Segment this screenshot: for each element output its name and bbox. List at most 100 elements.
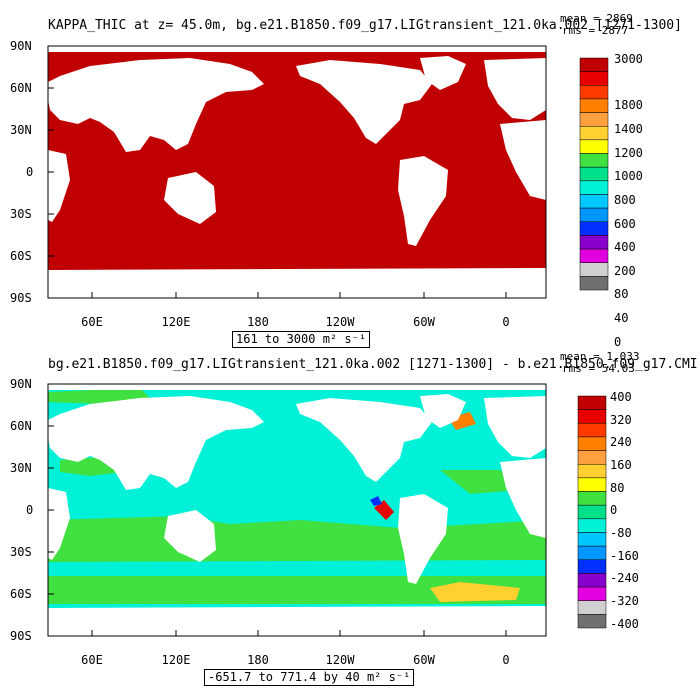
lat-label: 60N — [10, 81, 32, 95]
colorbar-label: 1200 — [614, 146, 643, 160]
panel1-lon-labels: 60E 120E 180 120W 60W 0 — [81, 315, 509, 329]
colorbar-label: 0 — [610, 503, 617, 517]
colorbar-label: 1800 — [614, 98, 643, 112]
colorbar-label: 400 — [610, 390, 632, 404]
lon-label: 60W — [413, 653, 435, 667]
panel1-rms: rms = 2877 — [562, 24, 629, 37]
panel2-colorbar-swatches — [577, 395, 607, 629]
lon-label: 60W — [413, 315, 435, 329]
colorbar-label: 80 — [610, 481, 624, 495]
lon-label: 120W — [326, 315, 356, 329]
colorbar-swatch — [577, 395, 607, 410]
colorbar-label: 400 — [614, 240, 636, 254]
colorbar-swatch — [579, 180, 609, 195]
panel1-lat-labels: 90N 60N 30N 0 30S 60S 90S — [10, 39, 33, 305]
lat-label: 30N — [10, 123, 32, 137]
colorbar-swatch — [579, 112, 609, 127]
colorbar-label: -80 — [610, 526, 632, 540]
panel2-colorbar-labels: 400 320 240 160 80 0 -80 -160 -240 -320 … — [610, 390, 639, 631]
panel1-title: KAPPA_THIC at z= 45.0m, bg.e21.B1850.f09… — [48, 18, 682, 33]
colorbar-label: -240 — [610, 571, 639, 585]
lat-label: 90S — [10, 629, 32, 643]
colorbar-swatch — [577, 532, 607, 547]
lat-label: 30S — [10, 545, 32, 559]
panel2-anomaly-patches — [48, 388, 546, 604]
lat-label: 0 — [26, 503, 33, 517]
panel1-colorbar-labels: 3000 1800 1400 1200 1000 800 600 400 200… — [614, 52, 643, 349]
colorbar-swatch — [579, 139, 609, 154]
colorbar-label: -400 — [610, 617, 639, 631]
lon-label: 60E — [81, 653, 103, 667]
lon-label: 120W — [326, 653, 356, 667]
colorbar-label: 200 — [614, 264, 636, 278]
colorbar-label: 40 — [614, 311, 628, 325]
lat-label: 60S — [10, 249, 32, 263]
panel2-range-label: -651.7 to 771.4 by 40 m² s⁻¹ — [204, 669, 415, 686]
lat-label: 0 — [26, 165, 33, 179]
panel1-land — [48, 46, 546, 298]
colorbar-label: 240 — [610, 435, 632, 449]
colorbar-swatch — [579, 276, 609, 291]
lon-label: 180 — [247, 653, 269, 667]
panel2-ticks — [48, 383, 507, 637]
colorbar-swatch — [577, 600, 607, 615]
colorbar-label: 160 — [610, 458, 632, 472]
colorbar-swatch — [577, 518, 607, 533]
lon-label: 60E — [81, 315, 103, 329]
lat-label: 90N — [10, 377, 32, 391]
colorbar-swatch — [577, 559, 607, 574]
colorbar-swatch — [579, 248, 609, 263]
colorbar-label: 1400 — [614, 122, 643, 136]
lon-label: 0 — [502, 653, 509, 667]
panel2-rms: rms = 54.03 — [562, 362, 635, 375]
colorbar-swatch — [579, 235, 609, 250]
panel1-range-label: 161 to 3000 m² s⁻¹ — [232, 331, 371, 348]
colorbar-swatch — [577, 491, 607, 506]
panel2-mean: mean = 1.033 — [560, 350, 640, 363]
lat-label: 30N — [10, 461, 32, 475]
colorbar-label: 0 — [614, 335, 621, 349]
colorbar-swatch — [579, 207, 609, 223]
lon-label: 120E — [162, 653, 191, 667]
colorbar-swatch — [579, 85, 609, 100]
colorbar-swatch — [577, 423, 607, 438]
colorbar-swatch — [577, 450, 607, 465]
panel1-mean: mean = 2869 — [560, 12, 633, 25]
colorbar-swatch — [579, 221, 609, 236]
colorbar-swatch — [577, 614, 607, 629]
colorbar-swatch — [579, 262, 609, 277]
panel2-ocean — [48, 384, 546, 636]
colorbar-label: -160 — [610, 549, 639, 563]
colorbar-swatch — [577, 586, 607, 601]
panel2-lat-labels: 90N 60N 30N 0 30S 60S 90S — [10, 377, 33, 643]
colorbar-swatch — [577, 545, 607, 561]
lat-label: 60S — [10, 587, 32, 601]
lat-label: 60N — [10, 419, 32, 433]
panel1-colorbar-swatches — [579, 57, 609, 291]
panel1-ticks — [48, 45, 507, 299]
colorbar-swatch — [579, 57, 609, 72]
colorbar-swatch — [579, 125, 609, 141]
panel2-lon-labels: 60E 120E 180 120W 60W 0 — [81, 653, 509, 667]
panel2-land — [48, 384, 546, 636]
colorbar-swatch — [577, 463, 607, 479]
lon-label: 120E — [162, 315, 191, 329]
colorbar-label: 320 — [610, 413, 632, 427]
colorbar-swatch — [579, 71, 609, 86]
colorbar-swatch — [579, 166, 609, 182]
colorbar-label: -320 — [610, 594, 639, 608]
colorbar-swatch — [577, 504, 607, 520]
colorbar-swatch — [577, 409, 607, 424]
panel1-ocean — [48, 46, 546, 298]
panel2-title: bg.e21.B1850.f09_g17.LIGtransient_121.0k… — [48, 357, 698, 372]
colorbar-label: 800 — [614, 193, 636, 207]
colorbar-label: 600 — [614, 217, 636, 231]
colorbar-label: 80 — [614, 287, 628, 301]
lon-label: 0 — [502, 315, 509, 329]
colorbar-label: 3000 — [614, 52, 643, 66]
lat-label: 90N — [10, 39, 32, 53]
lon-label: 180 — [247, 315, 269, 329]
colorbar-swatch — [579, 194, 609, 209]
colorbar-swatch — [577, 436, 607, 451]
colorbar-swatch — [577, 477, 607, 492]
